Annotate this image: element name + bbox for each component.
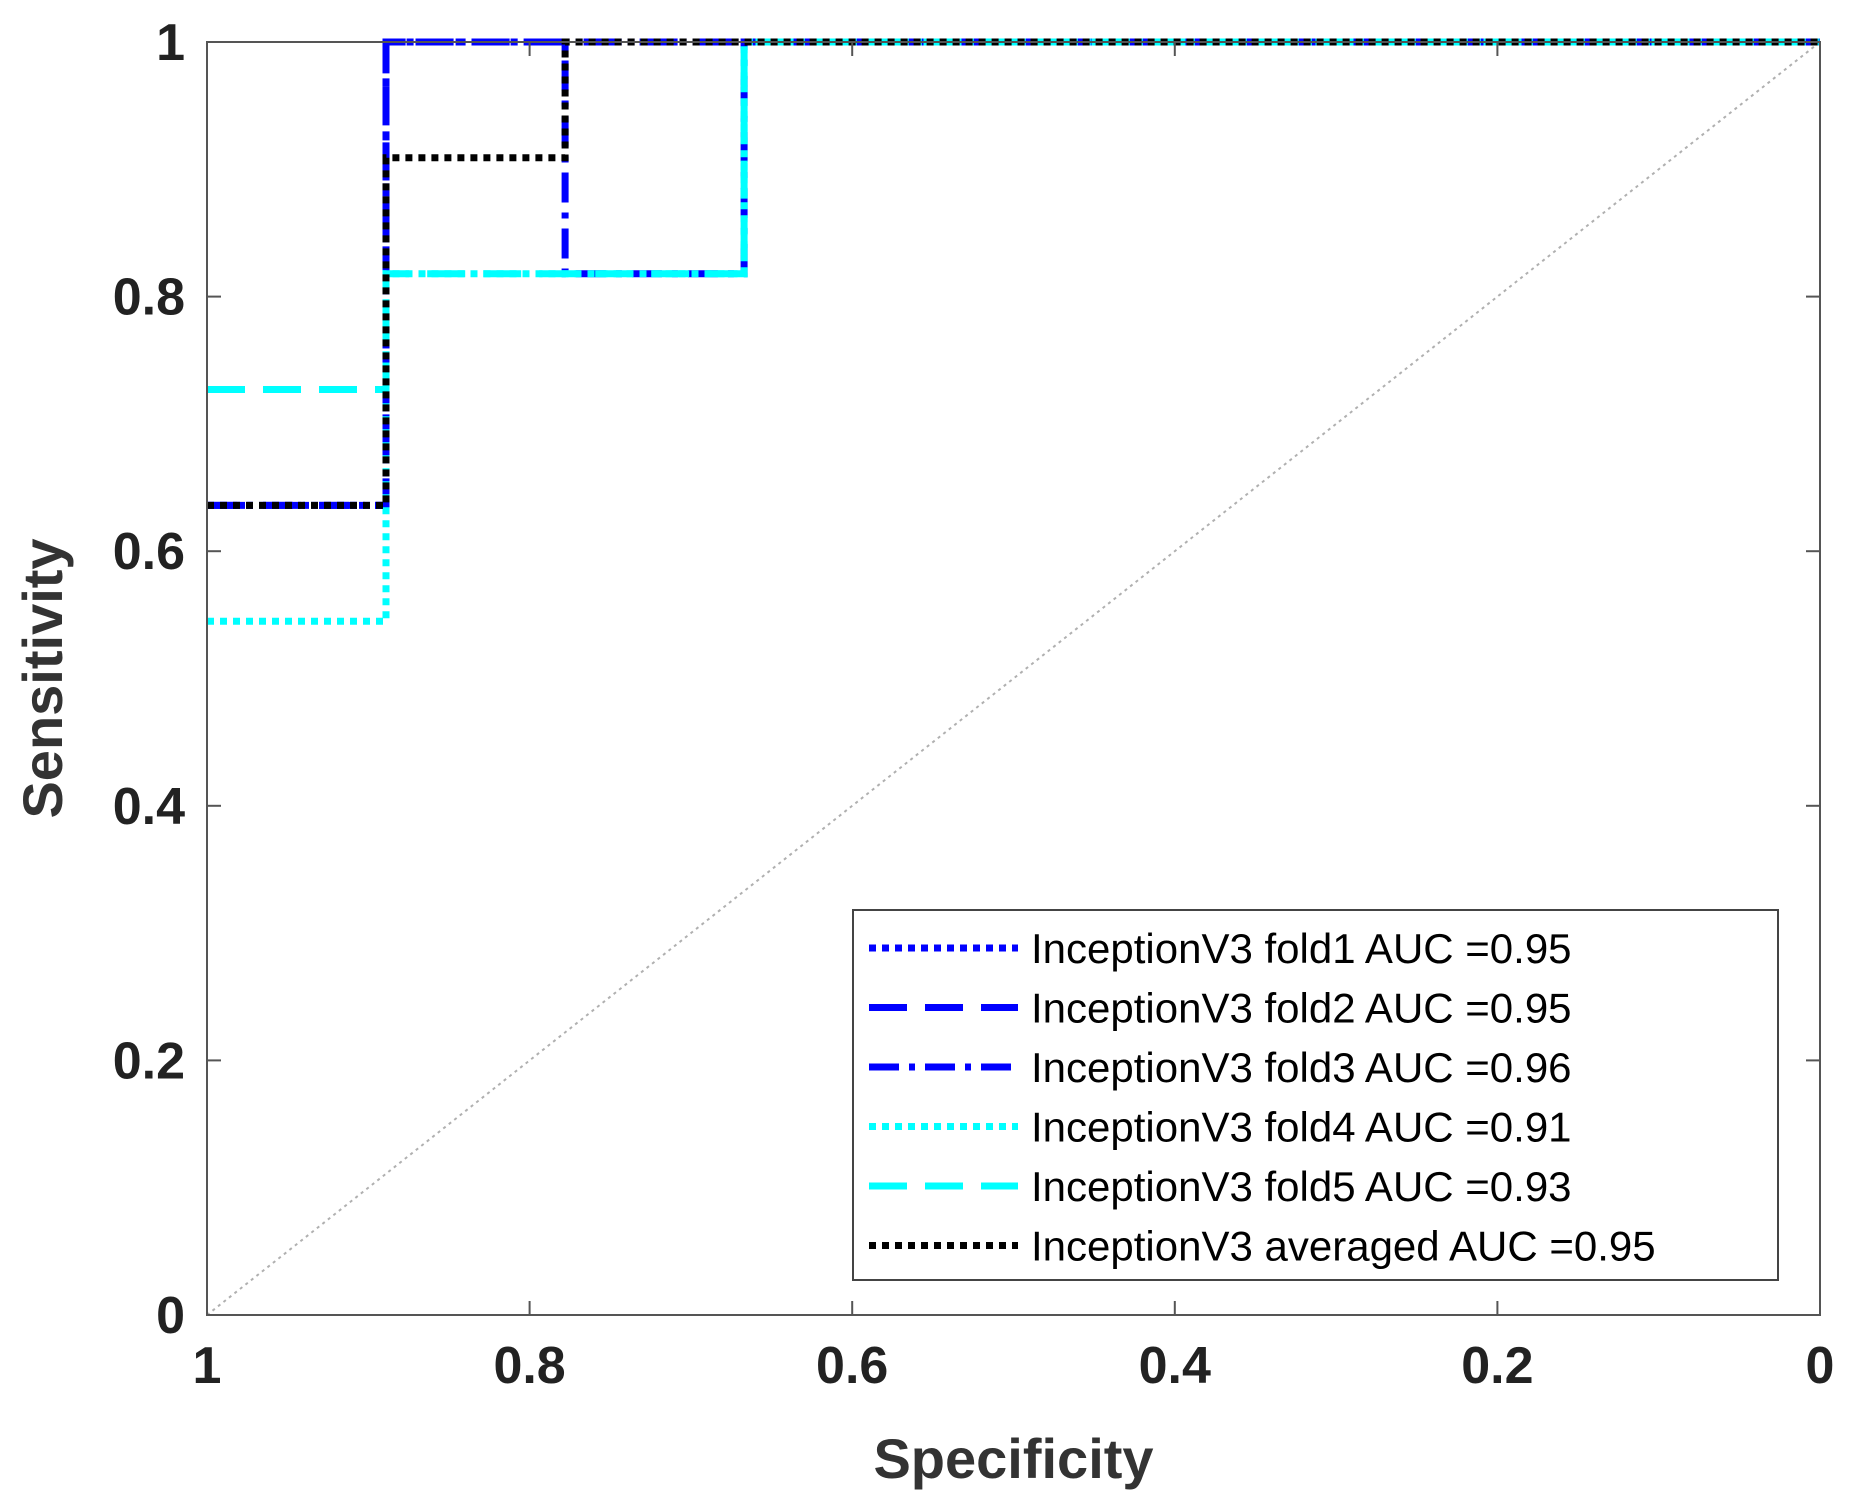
x-tick-label: 0	[1806, 1337, 1835, 1395]
y-tick-label: 1	[156, 14, 185, 72]
legend-label-1: InceptionV3 fold1 AUC =0.95	[1031, 925, 1572, 972]
x-tick-label: 0.8	[493, 1337, 565, 1395]
legend-label-6: InceptionV3 averaged AUC =0.95	[1031, 1223, 1656, 1270]
axes-frame	[206, 41, 1821, 1316]
legend-label-5: InceptionV3 fold5 AUC =0.93	[1031, 1163, 1572, 1210]
y-tick-label: 0	[156, 1287, 185, 1345]
y-tick-label: 0.6	[113, 523, 185, 581]
x-tick-label: 0.6	[816, 1337, 888, 1395]
y-tick-label: 0.8	[113, 269, 185, 327]
y-axis-title: Sensitivity	[11, 538, 74, 818]
x-axis-title: Specificity	[873, 1427, 1153, 1490]
x-tick-label: 0.2	[1461, 1337, 1533, 1395]
legend-label-4: InceptionV3 fold4 AUC =0.91	[1031, 1104, 1572, 1151]
y-tick-label: 0.4	[113, 778, 185, 836]
series-line-5	[207, 38, 1820, 393]
axes: 1 0.8 0.6 0.4 0.2 0 0 0.2 0.4 0.6 0.8 1	[113, 14, 1835, 1395]
x-tick-label: 1	[193, 1337, 222, 1395]
legend-box	[852, 909, 1779, 1281]
x-tick-label: 0.4	[1139, 1337, 1211, 1395]
legend: InceptionV3 fold1 AUC =0.95 InceptionV3 f…	[852, 909, 1779, 1281]
legend-label-3: InceptionV3 fold3 AUC =0.96	[1031, 1044, 1572, 1091]
y-tick-label: 0.2	[113, 1032, 185, 1090]
legend-label-2: InceptionV3 fold2 AUC =0.95	[1031, 985, 1572, 1032]
